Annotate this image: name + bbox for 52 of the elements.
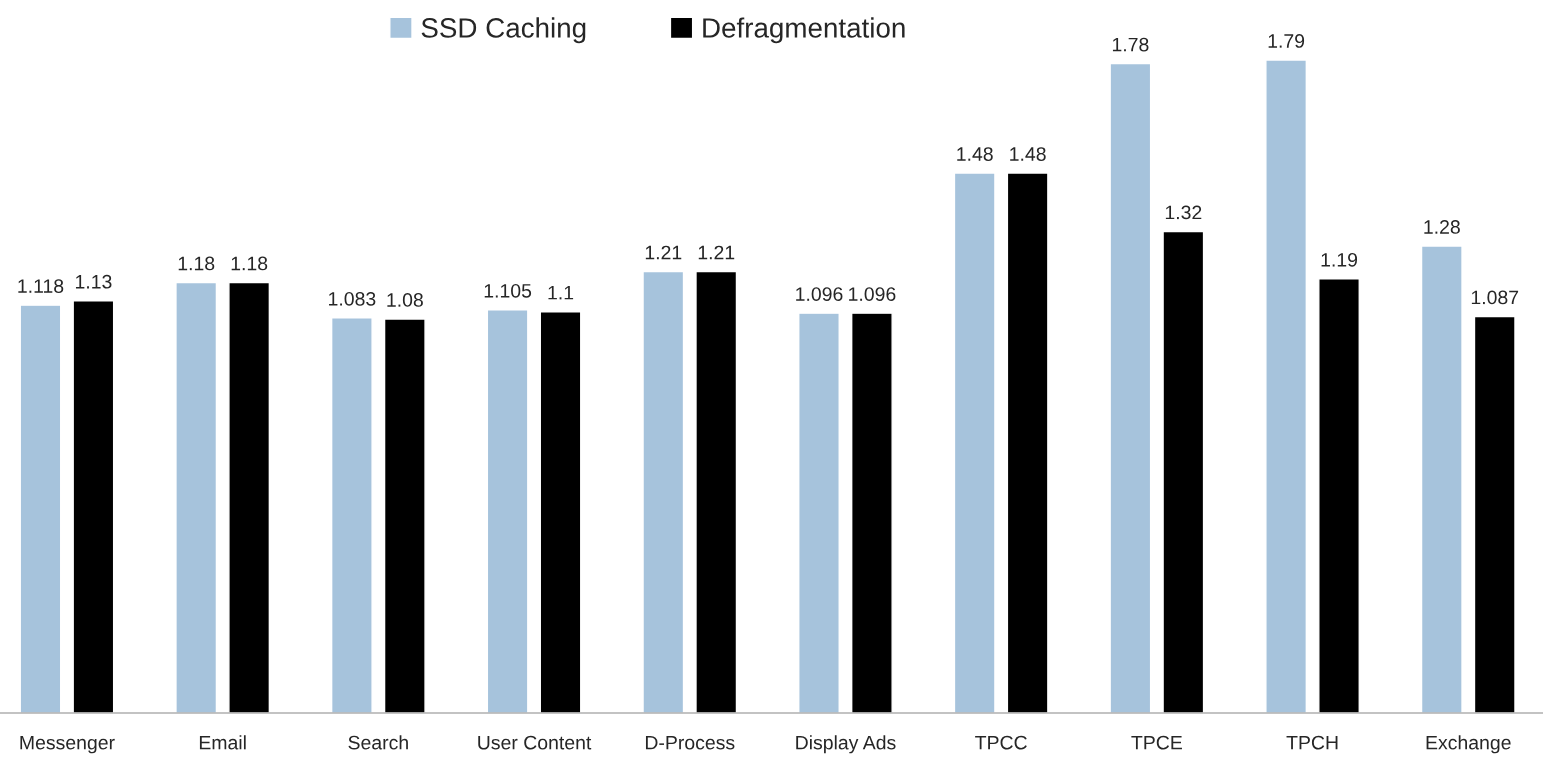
x-tick-label: Search: [348, 735, 408, 750]
data-label: 1.19: [1321, 252, 1358, 267]
bar: [1265, 59, 1308, 713]
bar: [1420, 245, 1463, 713]
bar: [175, 281, 218, 713]
bar: [228, 281, 271, 713]
data-label: 1.08: [387, 293, 423, 307]
data-label: 1.79: [1268, 34, 1305, 48]
legend-label: Defragmentation: [703, 17, 905, 44]
data-label: 1.105: [484, 283, 532, 298]
data-label: 1.118: [18, 279, 64, 293]
x-tick-label: TPCH: [1286, 735, 1338, 750]
data-label: 1.48: [957, 147, 993, 161]
bar: [1318, 278, 1360, 713]
x-tick-label: D-Process: [645, 735, 735, 750]
data-label: 1.096: [796, 287, 843, 301]
x-tick-label: TPCC: [975, 735, 1027, 750]
bar: [539, 311, 582, 713]
bar: [330, 317, 373, 713]
bar: [850, 312, 893, 713]
bar: [486, 309, 529, 713]
x-tick-label: Email: [199, 735, 246, 750]
bar: [383, 318, 426, 713]
data-label: 1.13: [75, 274, 112, 289]
x-tick-label: Display Ads: [796, 735, 896, 754]
data-label: 1.48: [1010, 147, 1046, 161]
x-tick-label: Messenger: [20, 735, 115, 754]
x-tick-label: User Content: [478, 735, 592, 750]
data-label: 1.78: [1112, 37, 1149, 52]
bar: [1473, 315, 1516, 713]
data-label: 1.087: [1471, 290, 1519, 305]
data-label: 1.21: [698, 245, 735, 260]
x-tick-label: TPCE: [1131, 735, 1182, 750]
data-label: 1.1: [548, 285, 574, 300]
data-label: 1.21: [645, 245, 682, 260]
data-label: 1.32: [1165, 205, 1202, 220]
data-label: 1.096: [849, 287, 896, 301]
bar: [1006, 172, 1049, 713]
data-label: 1.18: [178, 256, 215, 271]
legend-label: SSD Caching: [421, 17, 586, 44]
bar: [1109, 62, 1152, 713]
x-tick-label: Exchange: [1426, 735, 1511, 754]
bar: [695, 270, 738, 713]
bar: [1162, 230, 1205, 713]
data-label: 1.28: [1424, 220, 1460, 234]
bar: [953, 172, 996, 713]
bar: [798, 312, 840, 713]
bar: [19, 304, 62, 713]
data-label: 1.083: [329, 291, 376, 306]
bar: [72, 300, 115, 713]
data-label: 1.18: [231, 256, 268, 271]
bar: [642, 270, 685, 713]
